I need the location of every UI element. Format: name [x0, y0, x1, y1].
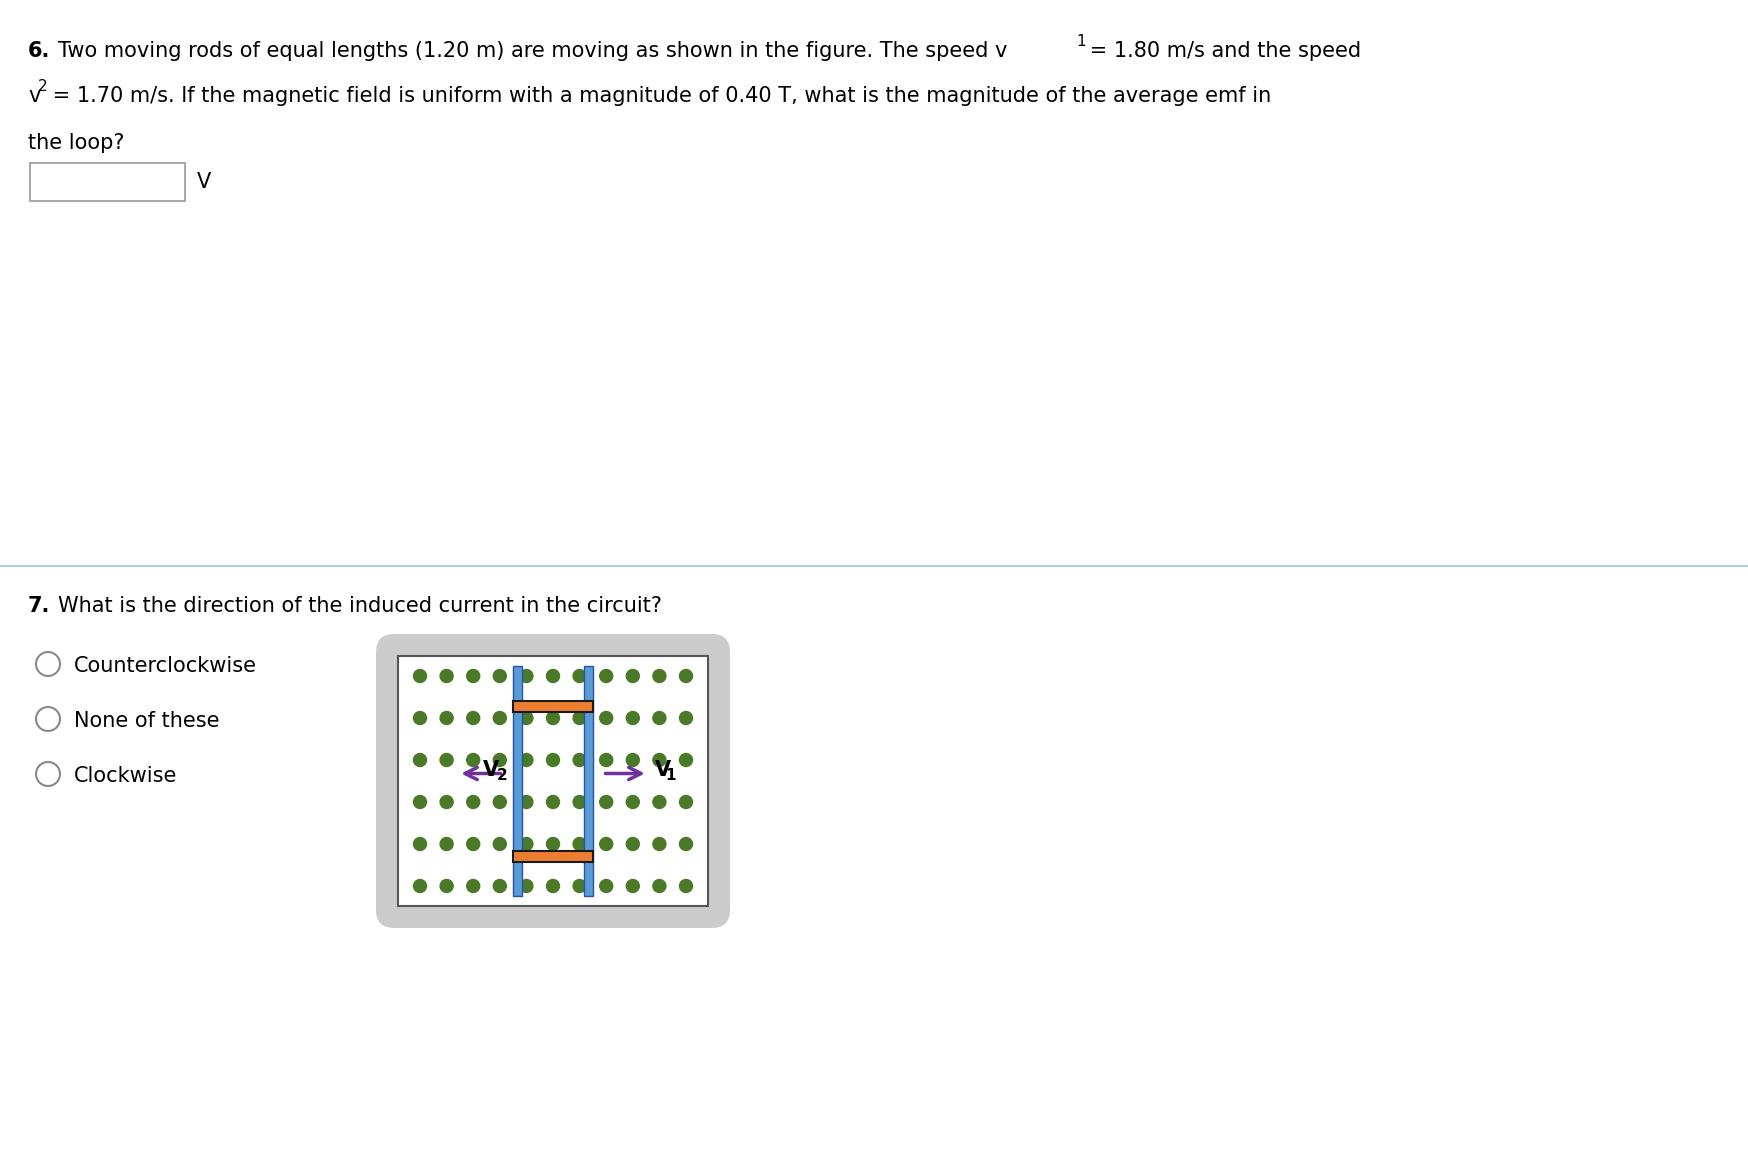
Circle shape — [600, 879, 612, 892]
Circle shape — [440, 795, 453, 808]
Circle shape — [493, 838, 505, 851]
Circle shape — [37, 651, 59, 676]
Circle shape — [652, 754, 666, 767]
Circle shape — [545, 795, 559, 808]
Circle shape — [600, 711, 612, 724]
Text: V: V — [654, 760, 671, 779]
Circle shape — [573, 838, 586, 851]
Circle shape — [467, 711, 479, 724]
Text: 2: 2 — [38, 79, 47, 94]
Circle shape — [37, 762, 59, 786]
Circle shape — [545, 838, 559, 851]
Text: the loop?: the loop? — [28, 134, 124, 153]
Circle shape — [519, 711, 533, 724]
Circle shape — [680, 879, 692, 892]
Circle shape — [413, 711, 427, 724]
Circle shape — [413, 670, 427, 683]
Circle shape — [680, 754, 692, 767]
Circle shape — [545, 711, 559, 724]
Circle shape — [493, 754, 505, 767]
Text: Two moving rods of equal lengths (1.20 m) are moving as shown in the figure. The: Two moving rods of equal lengths (1.20 m… — [58, 41, 1007, 61]
Circle shape — [626, 754, 640, 767]
Circle shape — [440, 711, 453, 724]
Text: What is the direction of the induced current in the circuit?: What is the direction of the induced cur… — [58, 596, 662, 616]
Circle shape — [519, 838, 533, 851]
Circle shape — [467, 795, 479, 808]
Circle shape — [493, 795, 505, 808]
Circle shape — [440, 838, 453, 851]
Circle shape — [467, 754, 479, 767]
Circle shape — [680, 711, 692, 724]
Circle shape — [573, 754, 586, 767]
Circle shape — [493, 879, 505, 892]
Circle shape — [467, 670, 479, 683]
Circle shape — [493, 711, 505, 724]
Text: 6.: 6. — [28, 41, 51, 61]
Text: = 1.80 m/s and the speed: = 1.80 m/s and the speed — [1082, 41, 1360, 61]
Circle shape — [652, 795, 666, 808]
Circle shape — [519, 754, 533, 767]
Text: v: v — [28, 86, 40, 106]
Circle shape — [440, 670, 453, 683]
Circle shape — [626, 879, 640, 892]
Circle shape — [600, 838, 612, 851]
Text: Clockwise: Clockwise — [73, 767, 177, 786]
Circle shape — [600, 754, 612, 767]
Circle shape — [652, 879, 666, 892]
Circle shape — [467, 879, 479, 892]
Text: 7.: 7. — [28, 596, 51, 616]
Circle shape — [680, 795, 692, 808]
Bar — [584, 666, 593, 895]
Circle shape — [519, 795, 533, 808]
Circle shape — [626, 795, 640, 808]
Bar — [512, 666, 521, 895]
Bar — [30, 163, 185, 201]
Text: V: V — [482, 760, 500, 779]
Text: 2: 2 — [496, 768, 507, 783]
Circle shape — [467, 838, 479, 851]
Circle shape — [573, 670, 586, 683]
Circle shape — [413, 754, 427, 767]
Circle shape — [413, 838, 427, 851]
Circle shape — [519, 879, 533, 892]
FancyBboxPatch shape — [376, 634, 729, 928]
Circle shape — [545, 754, 559, 767]
Circle shape — [37, 707, 59, 731]
Circle shape — [573, 711, 586, 724]
Text: V: V — [198, 171, 212, 192]
Circle shape — [493, 670, 505, 683]
Circle shape — [626, 838, 640, 851]
Circle shape — [573, 879, 586, 892]
Circle shape — [680, 838, 692, 851]
Circle shape — [545, 879, 559, 892]
Text: = 1.70 m/s. If the magnetic field is uniform with a magnitude of 0.40 T, what is: = 1.70 m/s. If the magnetic field is uni… — [45, 86, 1271, 106]
Circle shape — [440, 754, 453, 767]
Circle shape — [626, 711, 640, 724]
Bar — [512, 851, 593, 861]
Circle shape — [626, 670, 640, 683]
Bar — [399, 656, 708, 906]
Circle shape — [545, 670, 559, 683]
Circle shape — [413, 879, 427, 892]
Circle shape — [652, 711, 666, 724]
Text: 1: 1 — [1075, 35, 1086, 49]
Text: None of these: None of these — [73, 711, 220, 731]
Circle shape — [600, 795, 612, 808]
Circle shape — [440, 879, 453, 892]
Circle shape — [680, 670, 692, 683]
Text: 1: 1 — [666, 768, 676, 783]
Circle shape — [652, 670, 666, 683]
Circle shape — [519, 670, 533, 683]
Circle shape — [600, 670, 612, 683]
Text: Counterclockwise: Counterclockwise — [73, 656, 257, 676]
Bar — [512, 701, 593, 711]
Circle shape — [573, 795, 586, 808]
Circle shape — [413, 795, 427, 808]
Circle shape — [652, 838, 666, 851]
